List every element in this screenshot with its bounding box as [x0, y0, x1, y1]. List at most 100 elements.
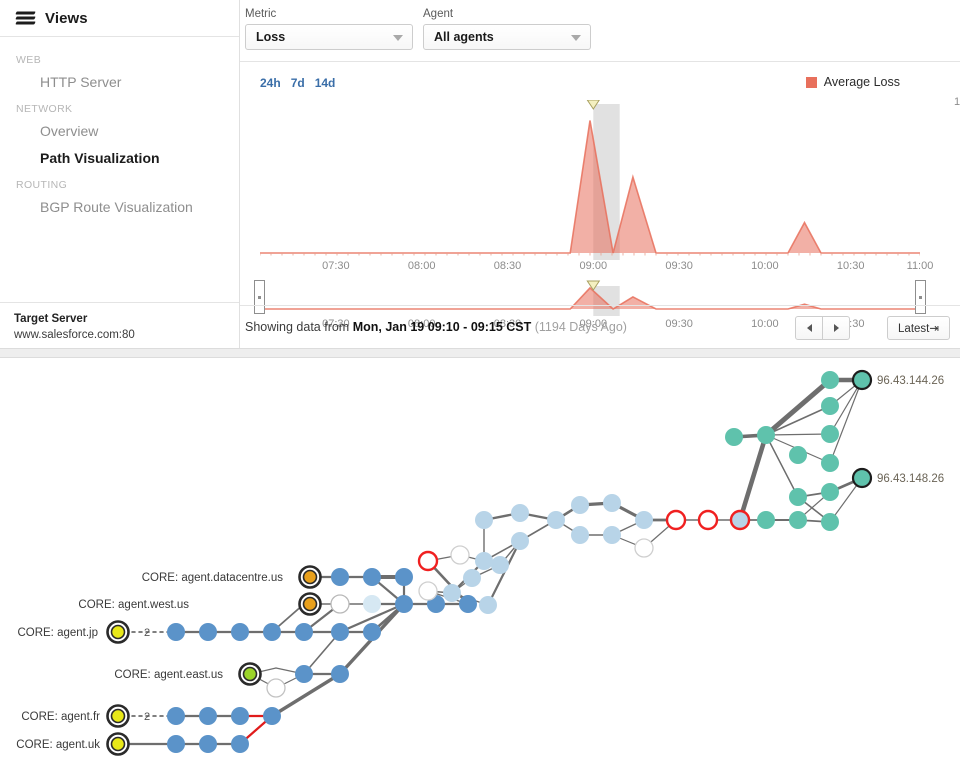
- hop-node[interactable]: [511, 532, 529, 550]
- hop-node[interactable]: [634, 538, 654, 558]
- brush-handle-right[interactable]: [915, 280, 926, 314]
- agent-select[interactable]: All agents: [423, 24, 591, 50]
- chart-x-axis: 07:30 08:00 08:30 09:00 09:30 10:00 10:30 11:00: [260, 260, 933, 276]
- agent-node[interactable]: [106, 704, 130, 728]
- hop-node[interactable]: [475, 511, 493, 529]
- next-button[interactable]: [823, 316, 850, 340]
- hop-node[interactable]: [295, 665, 313, 683]
- hop-node[interactable]: [821, 397, 839, 415]
- hop-node[interactable]: [331, 623, 349, 641]
- chart-plot-area[interactable]: 10% 0%: [259, 96, 960, 260]
- hop-node[interactable]: [603, 494, 621, 512]
- hop-node[interactable]: [231, 707, 249, 725]
- sidebar-item-http-server[interactable]: HTTP Server: [40, 74, 122, 90]
- metric-value: Loss: [256, 30, 286, 44]
- hop-node[interactable]: [395, 568, 413, 586]
- hop-node[interactable]: [571, 526, 589, 544]
- controls-bar: Metric Loss Agent All agents: [240, 0, 960, 62]
- hop-node[interactable]: [789, 446, 807, 464]
- hop-node[interactable]: [331, 568, 349, 586]
- x-tick-0730: 07:30: [322, 260, 350, 272]
- hop-node[interactable]: [665, 509, 687, 531]
- hop-node[interactable]: [266, 678, 286, 698]
- hop-node[interactable]: [821, 425, 839, 443]
- hop-node[interactable]: [511, 504, 529, 522]
- agent-label: CORE: agent.fr: [21, 711, 100, 723]
- hop-node[interactable]: [395, 595, 413, 613]
- agent-node[interactable]: [298, 592, 322, 616]
- panel-divider: [0, 348, 960, 358]
- hop-node[interactable]: [475, 552, 493, 570]
- hop-node[interactable]: [789, 511, 807, 529]
- sidebar-item-path-visualization[interactable]: Path Visualization: [40, 150, 160, 166]
- x-tick-0900: 09:00: [579, 260, 608, 272]
- hop-node[interactable]: [821, 454, 839, 472]
- hop-node[interactable]: [821, 513, 839, 531]
- hop-node[interactable]: [463, 569, 481, 587]
- hop-node[interactable]: [331, 665, 349, 683]
- agent-label: CORE: agent.west.us: [78, 599, 189, 611]
- metric-select[interactable]: Loss: [245, 24, 413, 50]
- hop-node[interactable]: [295, 623, 313, 641]
- hop-node[interactable]: [199, 623, 217, 641]
- hop-node[interactable]: [417, 550, 439, 572]
- target-server-title: Target Server: [14, 313, 88, 325]
- chart-brush-minimap[interactable]: [254, 280, 926, 316]
- x-tick-0900: 09:00: [579, 318, 608, 330]
- hop-node[interactable]: [851, 369, 873, 391]
- hop-node[interactable]: [729, 509, 751, 531]
- range-24h[interactable]: 24h: [260, 76, 281, 90]
- status-prefix: Showing data from: [245, 320, 350, 334]
- hop-node[interactable]: [821, 371, 839, 389]
- hop-node[interactable]: [757, 426, 775, 444]
- range-7d[interactable]: 7d: [290, 76, 305, 90]
- hop-node[interactable]: [459, 595, 477, 613]
- hop-node[interactable]: [725, 428, 743, 446]
- x-tick-0830: 08:30: [493, 260, 522, 272]
- path-visualization-graph[interactable]: CORE: agent.datacentre.us CORE: agent.wes…: [0, 358, 960, 765]
- hop-node[interactable]: [231, 623, 249, 641]
- sidebar-item-overview[interactable]: Overview: [40, 123, 99, 139]
- hop-node[interactable]: [479, 596, 497, 614]
- hop-node[interactable]: [603, 526, 621, 544]
- hop-node[interactable]: [330, 594, 350, 614]
- hop-node[interactable]: [443, 584, 461, 602]
- chart-legend: Average Loss: [805, 75, 900, 89]
- hop-node[interactable]: [821, 483, 839, 501]
- sidebar-header: Views: [0, 0, 239, 37]
- latest-button[interactable]: Latest⇥: [887, 316, 950, 340]
- legend-label-average-loss: Average Loss: [823, 75, 900, 89]
- hop-node[interactable]: [263, 707, 281, 725]
- hop-node[interactable]: [418, 581, 438, 601]
- brush-handle-left[interactable]: [254, 280, 265, 314]
- caret-right-icon: [833, 324, 839, 332]
- hop-node[interactable]: [635, 511, 653, 529]
- x-tick-1000: 10:00: [751, 260, 779, 272]
- hop-node[interactable]: [231, 735, 249, 753]
- agent-node[interactable]: [106, 620, 130, 644]
- hop-node[interactable]: [363, 595, 381, 613]
- hop-node[interactable]: [547, 511, 565, 529]
- hop-node[interactable]: [571, 496, 589, 514]
- agent-node[interactable]: [106, 732, 130, 756]
- hop-node[interactable]: [363, 623, 381, 641]
- hop-node[interactable]: [363, 568, 381, 586]
- hop-node[interactable]: [199, 735, 217, 753]
- hop-node[interactable]: [789, 488, 807, 506]
- hop-node[interactable]: [199, 707, 217, 725]
- hop-node[interactable]: [851, 467, 873, 489]
- hop-node[interactable]: [450, 545, 470, 565]
- hop-node[interactable]: [167, 623, 185, 641]
- hop-node[interactable]: [263, 623, 281, 641]
- range-14d[interactable]: 14d: [314, 76, 336, 90]
- agent-node[interactable]: [238, 662, 262, 686]
- hop-node[interactable]: [167, 707, 185, 725]
- prev-button[interactable]: [795, 316, 823, 340]
- hop-node[interactable]: [167, 735, 185, 753]
- hop-node[interactable]: [757, 511, 775, 529]
- y-axis-label-max: 10%: [953, 96, 960, 108]
- sidebar-item-bgp-route-visualization[interactable]: BGP Route Visualization: [40, 199, 193, 215]
- agent-node[interactable]: [298, 565, 322, 589]
- hop-node[interactable]: [697, 509, 719, 531]
- hop-node[interactable]: [491, 556, 509, 574]
